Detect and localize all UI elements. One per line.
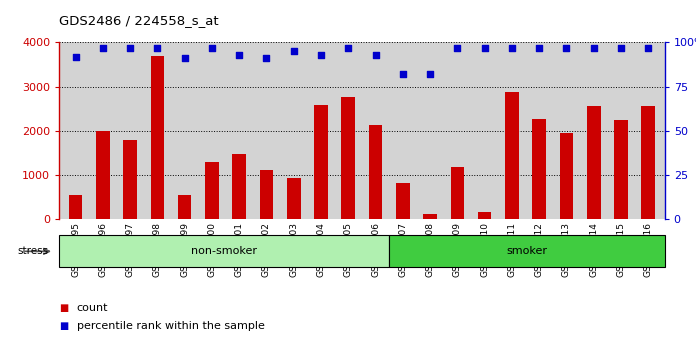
Point [342,45,354,51]
Text: GDS2486 / 224558_s_at: GDS2486 / 224558_s_at [59,14,219,27]
Bar [614,120,628,219]
Bar [342,97,355,219]
Point [315,52,326,58]
Bar [505,92,519,219]
Text: ■: ■ [59,321,68,331]
Point [534,45,545,51]
Bar [587,106,601,219]
Point [179,56,190,61]
Point [561,45,572,51]
Point [452,45,463,51]
Point [288,48,299,54]
Bar [205,161,219,219]
Point [234,52,245,58]
Bar [287,178,301,219]
Bar [478,212,491,219]
Point [397,72,409,77]
Bar [177,195,191,219]
Bar [390,235,665,267]
Point [97,45,109,51]
Text: stress: stress [17,246,49,256]
Point [588,45,599,51]
Point [125,45,136,51]
Text: ■: ■ [59,303,68,313]
Point [642,45,654,51]
Point [615,45,626,51]
Text: non-smoker: non-smoker [191,246,258,256]
Point [261,56,272,61]
Point [70,54,81,59]
Bar [450,167,464,219]
Bar [642,106,655,219]
Bar [314,105,328,219]
Bar [232,154,246,219]
Point [370,52,381,58]
Bar [560,133,574,219]
Bar [396,183,410,219]
Bar [260,170,274,219]
Point [479,45,490,51]
Bar [69,195,82,219]
Text: count: count [77,303,108,313]
Bar [123,140,137,219]
Point [507,45,518,51]
Point [425,72,436,77]
Text: smoker: smoker [507,246,548,256]
Bar [59,235,390,267]
Bar [532,119,546,219]
Text: percentile rank within the sample: percentile rank within the sample [77,321,264,331]
Bar [369,125,382,219]
Point [152,45,163,51]
Bar [150,56,164,219]
Bar [423,214,437,219]
Point [206,45,217,51]
Bar [96,131,109,219]
